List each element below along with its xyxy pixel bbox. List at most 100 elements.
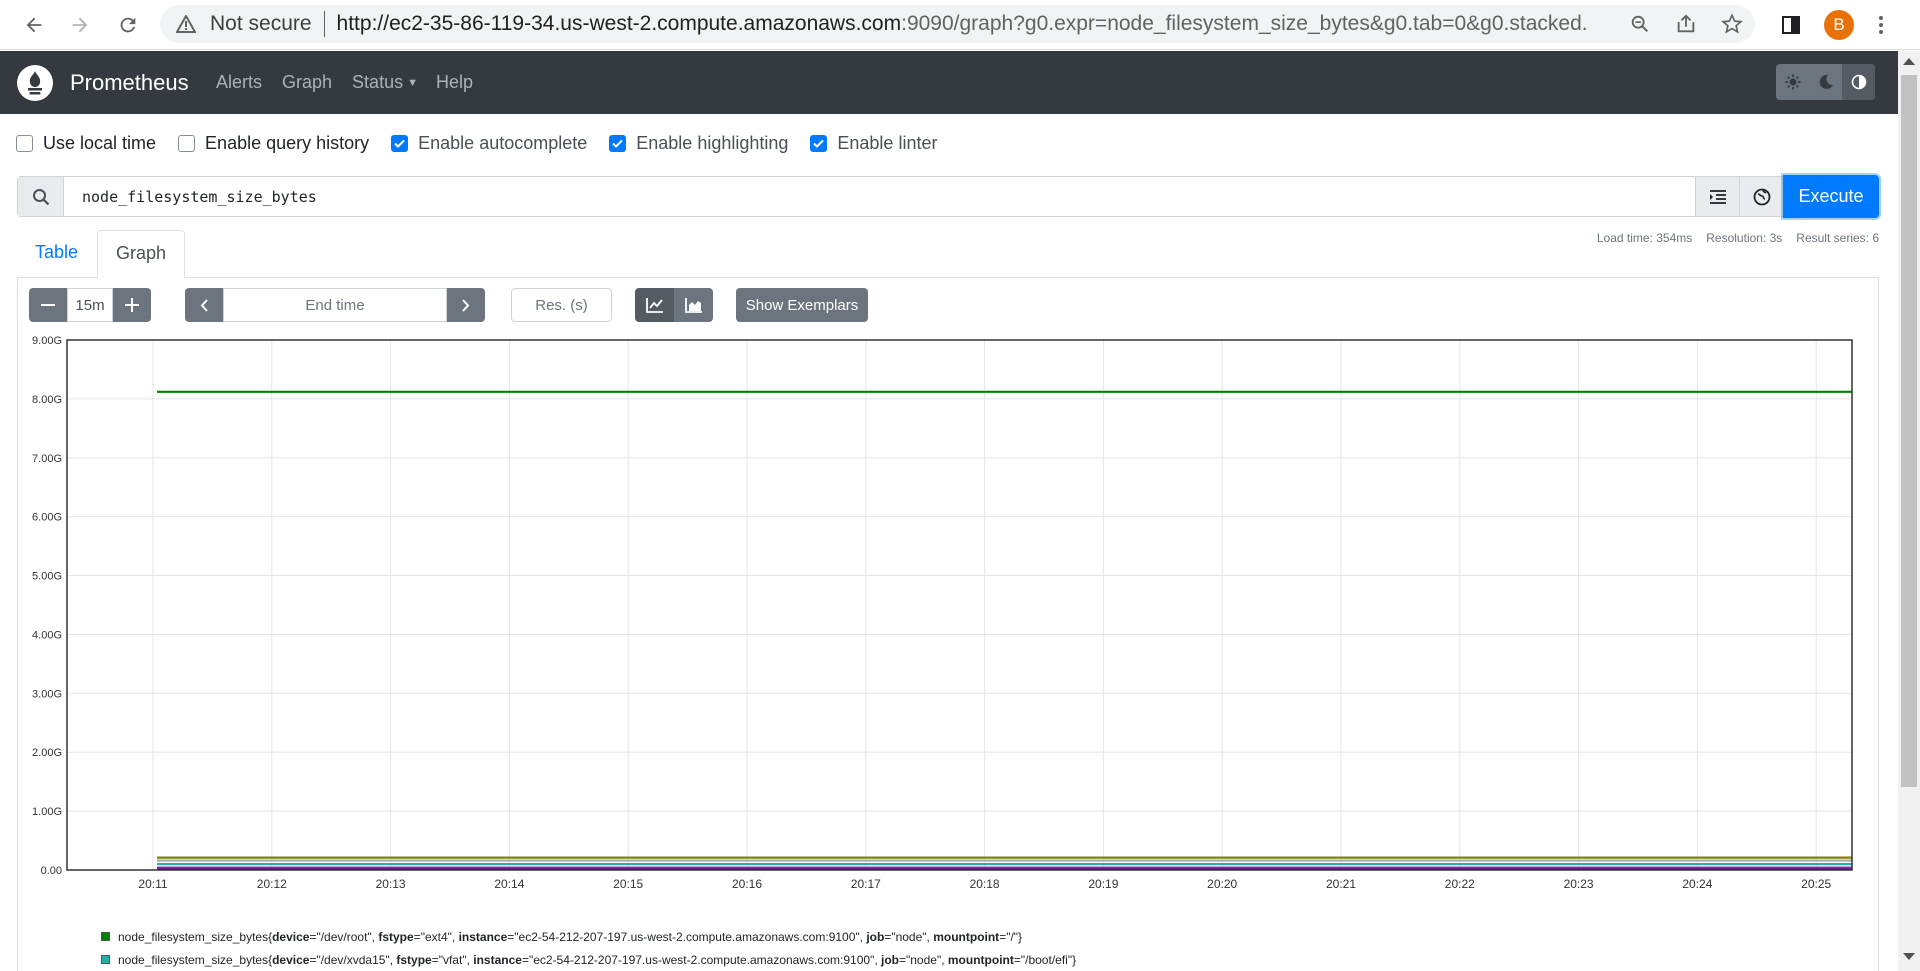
tab-table[interactable]: Table — [35, 242, 79, 262]
execute-button[interactable]: Execute — [1783, 175, 1879, 218]
next-time-button[interactable] — [447, 288, 485, 322]
range-input[interactable]: 15m — [67, 288, 113, 322]
end-time-control: End time — [185, 288, 485, 322]
chart-type-toggle — [635, 288, 713, 322]
y-tick-label: 6.00G — [32, 512, 62, 524]
decrease-range-button[interactable] — [29, 288, 67, 322]
expression-bar: node_filesystem_size_bytes Execute — [17, 175, 1879, 218]
x-tick-label: 20:25 — [1801, 877, 1831, 890]
x-tick-label: 20:13 — [376, 877, 406, 890]
status-caret-icon[interactable]: ▼ — [407, 77, 418, 89]
graph-panel — [17, 277, 1879, 971]
query-history-checkbox[interactable] — [178, 134, 196, 152]
view-tabs: Table Graph — [17, 230, 1879, 279]
option-autocomplete[interactable]: Enable autocomplete — [391, 133, 587, 154]
option-linter[interactable]: Enable linter — [810, 133, 937, 154]
query-stats: Load time: 354ms Resolution: 3s Result s… — [1583, 231, 1879, 245]
scroll-down-icon[interactable] — [1903, 953, 1915, 960]
auto-theme-icon[interactable] — [1842, 64, 1875, 100]
legend-label: node_filesystem_size_bytes{device="/dev/… — [118, 929, 1023, 944]
x-tick-label: 20:22 — [1445, 877, 1475, 890]
dark-theme-icon[interactable] — [1809, 64, 1842, 100]
show-exemplars-button[interactable]: Show Exemplars — [736, 288, 868, 322]
format-expression-icon[interactable] — [1695, 177, 1739, 216]
nav-status[interactable]: Status — [352, 72, 404, 92]
address-separator — [323, 11, 325, 37]
plot-frame — [66, 339, 1853, 871]
reload-icon[interactable] — [112, 9, 144, 41]
autocomplete-checkbox[interactable] — [391, 134, 409, 152]
tab-graph[interactable]: Graph — [97, 230, 186, 279]
resolution-input[interactable]: Res. (s) — [511, 288, 612, 322]
scroll-up-icon[interactable] — [1903, 58, 1915, 65]
x-tick-label: 20:23 — [1564, 877, 1594, 890]
metrics-explorer-icon[interactable] — [1739, 177, 1783, 216]
legend-item[interactable]: node_filesystem_size_bytes{device="/dev/… — [101, 948, 1076, 971]
forward-icon[interactable] — [64, 9, 96, 41]
zoom-icon[interactable] — [1617, 13, 1663, 35]
x-tick-label: 20:11 — [138, 877, 167, 890]
security-label[interactable]: Not secure — [210, 12, 312, 35]
legend-swatch — [101, 932, 110, 941]
y-tick-label: 9.00G — [32, 335, 62, 347]
share-icon[interactable] — [1663, 13, 1709, 35]
legend: node_filesystem_size_bytes{device="/dev/… — [101, 925, 1076, 971]
x-tick-label: 20:14 — [494, 877, 524, 890]
nav-graph[interactable]: Graph — [282, 72, 333, 92]
query-options: Use local time Enable query history Enab… — [16, 131, 959, 155]
y-tick-label: 1.00G — [32, 806, 62, 818]
scrollbar-thumb[interactable] — [1901, 75, 1917, 787]
x-tick-label: 20:24 — [1682, 877, 1712, 890]
legend-label: node_filesystem_size_bytes{device="/dev/… — [118, 952, 1077, 967]
option-use-local-time[interactable]: Use local time — [16, 133, 156, 154]
url-text[interactable]: http://ec2-35-86-119-34.us-west-2.comput… — [336, 12, 1587, 35]
increase-range-button[interactable] — [113, 288, 151, 322]
legend-item[interactable]: node_filesystem_size_bytes{device="/dev/… — [101, 925, 1076, 948]
y-tick-label: 3.00G — [32, 688, 62, 700]
bookmark-star-icon[interactable] — [1709, 13, 1755, 35]
x-tick-label: 20:19 — [1088, 877, 1118, 890]
expression-input[interactable]: node_filesystem_size_bytes — [82, 187, 317, 206]
warning-icon[interactable] — [176, 15, 198, 33]
resolution: Resolution: 3s — [1706, 231, 1783, 245]
browser-toolbar: Not secure http://ec2-35-86-119-34.us-we… — [0, 0, 1920, 50]
nav-alerts[interactable]: Alerts — [216, 72, 263, 92]
light-theme-icon[interactable] — [1776, 64, 1809, 100]
nav-help[interactable]: Help — [435, 72, 473, 92]
x-tick-label: 20:17 — [851, 877, 881, 890]
option-query-history[interactable]: Enable query history — [178, 133, 369, 154]
x-tick-label: 20:21 — [1326, 877, 1356, 890]
y-tick-label: 5.00G — [32, 571, 62, 583]
x-tick-label: 20:18 — [970, 877, 1000, 890]
legend-swatch — [101, 955, 110, 964]
brand-title[interactable]: Prometheus — [70, 70, 189, 95]
linter-checkbox[interactable] — [810, 134, 828, 152]
address-bar[interactable]: Not secure http://ec2-35-86-119-34.us-we… — [160, 5, 1755, 43]
highlighting-checkbox[interactable] — [609, 134, 627, 152]
y-tick-label: 0.00 — [41, 865, 62, 877]
range-control: 15m — [29, 288, 151, 322]
search-icon — [18, 177, 64, 216]
y-tick-label: 7.00G — [32, 453, 62, 465]
prometheus-navbar: Prometheus Alerts Graph Status ▼ Help — [0, 51, 1898, 114]
x-tick-label: 20:15 — [613, 877, 643, 890]
browser-menu-icon[interactable] — [1866, 6, 1896, 44]
y-tick-label: 4.00G — [32, 629, 62, 641]
page-scrollbar[interactable] — [1898, 51, 1920, 971]
option-highlighting[interactable]: Enable highlighting — [609, 133, 788, 154]
back-icon[interactable] — [18, 9, 50, 41]
brand[interactable]: Prometheus — [17, 65, 189, 101]
use-local-time-checkbox[interactable] — [16, 134, 33, 152]
load-time: Load time: 354ms — [1596, 231, 1693, 245]
y-tick-label: 8.00G — [32, 394, 62, 406]
x-tick-label: 20:12 — [257, 877, 287, 890]
line-chart-icon[interactable] — [635, 288, 674, 322]
previous-time-button[interactable] — [185, 288, 223, 322]
y-tick-label: 2.00G — [32, 747, 62, 759]
graph-chart[interactable]: 0.00 1.00G 2.00G 3.00G 4.00G 5.00G 6.00G 7.00G 8… — [0, 330, 1880, 890]
side-panel-icon[interactable] — [1774, 6, 1808, 44]
end-time-input[interactable]: End time — [223, 288, 447, 322]
stacked-chart-icon[interactable] — [674, 288, 713, 322]
x-tick-label: 20:20 — [1207, 877, 1237, 890]
profile-avatar[interactable]: B — [1822, 6, 1856, 44]
